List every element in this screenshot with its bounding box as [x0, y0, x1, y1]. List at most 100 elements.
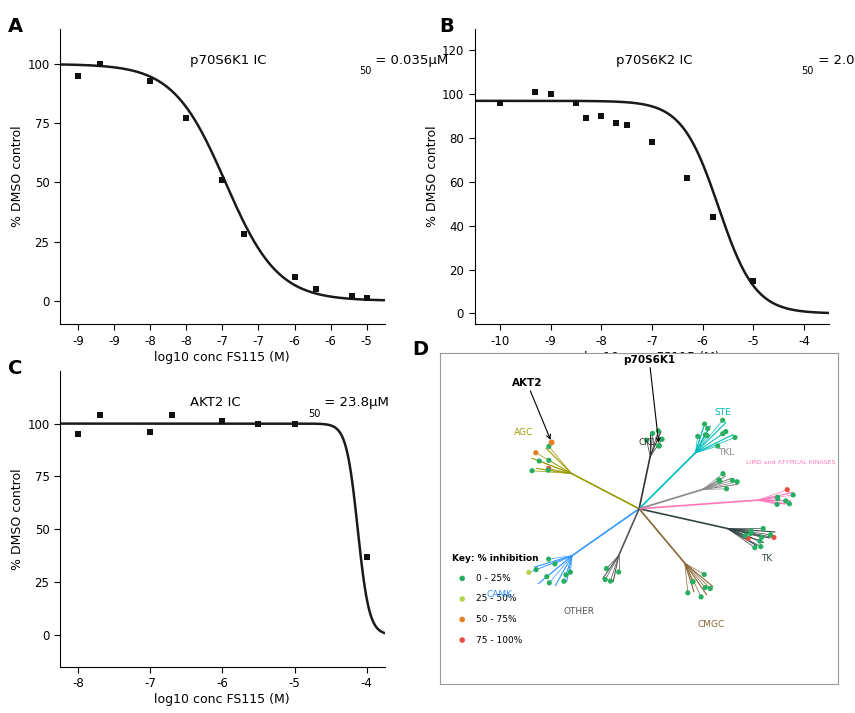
Point — [456, 614, 469, 625]
Point — [563, 566, 577, 578]
Point — [699, 429, 712, 441]
Point — [779, 496, 793, 507]
Text: CAMK: CAMK — [487, 590, 513, 600]
Point — [744, 528, 758, 539]
Text: D: D — [412, 339, 428, 359]
Point — [741, 533, 755, 544]
Point — [542, 577, 556, 588]
Point — [610, 117, 623, 128]
Text: TKL: TKL — [718, 448, 734, 457]
Point — [719, 426, 733, 437]
Point — [746, 275, 760, 287]
Text: A: A — [8, 16, 23, 36]
Point — [755, 531, 769, 543]
Text: p70S6K1 IC: p70S6K1 IC — [190, 54, 266, 67]
X-axis label: log10 conc FS115 (M): log10 conc FS115 (M) — [155, 693, 290, 706]
Point — [542, 455, 556, 466]
Point — [604, 575, 617, 587]
Point — [92, 58, 106, 70]
Text: = 0.035μM: = 0.035μM — [371, 54, 448, 67]
Point — [698, 419, 711, 430]
Point — [541, 464, 555, 476]
Point — [542, 441, 556, 452]
Point — [287, 418, 301, 429]
Point — [770, 498, 784, 510]
Point — [712, 474, 726, 486]
Text: STE: STE — [714, 408, 731, 417]
Y-axis label: % DMSO control: % DMSO control — [426, 125, 439, 227]
Point — [533, 456, 546, 467]
Point — [754, 541, 768, 553]
Point — [545, 437, 558, 448]
Point — [360, 551, 374, 563]
Text: 50 - 75%: 50 - 75% — [476, 615, 516, 624]
Point — [144, 75, 157, 86]
Point — [716, 428, 729, 439]
Point — [360, 292, 374, 304]
Point — [691, 431, 705, 442]
Point — [493, 98, 507, 109]
Point — [787, 489, 800, 501]
Point — [528, 86, 542, 98]
Text: 0 - 25%: 0 - 25% — [476, 574, 510, 583]
Point — [781, 484, 794, 496]
Point — [456, 593, 469, 605]
Point — [694, 591, 708, 602]
Point — [165, 409, 179, 421]
Text: p70S6K2 IC: p70S6K2 IC — [616, 54, 693, 67]
Point — [144, 426, 157, 438]
Text: 50: 50 — [359, 66, 371, 76]
Point — [764, 529, 777, 540]
Point — [753, 535, 767, 547]
Point — [542, 553, 556, 565]
Point — [646, 428, 659, 439]
Point — [652, 440, 666, 451]
Point — [704, 583, 717, 594]
Point — [310, 283, 323, 294]
Point — [529, 564, 543, 575]
Point — [640, 434, 653, 446]
Text: B: B — [439, 16, 454, 36]
Point — [728, 432, 742, 443]
X-axis label: log10 conc FS115 (M): log10 conc FS115 (M) — [584, 351, 720, 364]
Point — [652, 425, 665, 436]
Point — [612, 566, 626, 578]
Point — [767, 532, 781, 543]
Text: AGC: AGC — [514, 428, 534, 437]
Point — [456, 573, 469, 584]
Point — [730, 476, 744, 488]
Point — [655, 434, 669, 445]
Point — [770, 491, 784, 503]
Point — [726, 475, 740, 486]
Point — [456, 635, 469, 646]
Point — [215, 174, 229, 185]
Point — [701, 423, 715, 434]
Point — [92, 409, 106, 421]
Text: 50: 50 — [308, 409, 321, 419]
Text: C: C — [8, 359, 22, 378]
Text: = 23.8μM: = 23.8μM — [321, 396, 389, 409]
Point — [716, 468, 730, 479]
Point — [345, 290, 359, 302]
Point — [594, 111, 608, 122]
Point — [771, 493, 785, 504]
Point — [237, 229, 251, 240]
Text: 75 - 100%: 75 - 100% — [476, 635, 522, 645]
Point — [579, 113, 593, 124]
Point — [645, 137, 658, 148]
Point — [681, 172, 694, 183]
Point — [698, 569, 711, 580]
Point — [757, 523, 770, 534]
Point — [71, 70, 85, 81]
Point — [681, 587, 694, 598]
Point — [71, 429, 85, 440]
Text: LIPID and ATYPICAL KINASES: LIPID and ATYPICAL KINASES — [746, 460, 834, 465]
Point — [598, 574, 612, 585]
Point — [542, 463, 556, 474]
Point — [739, 530, 752, 541]
Point — [287, 272, 301, 283]
Point — [544, 88, 557, 100]
Text: CMGC: CMGC — [697, 620, 724, 630]
Point — [529, 447, 543, 458]
Text: 50: 50 — [801, 66, 813, 76]
